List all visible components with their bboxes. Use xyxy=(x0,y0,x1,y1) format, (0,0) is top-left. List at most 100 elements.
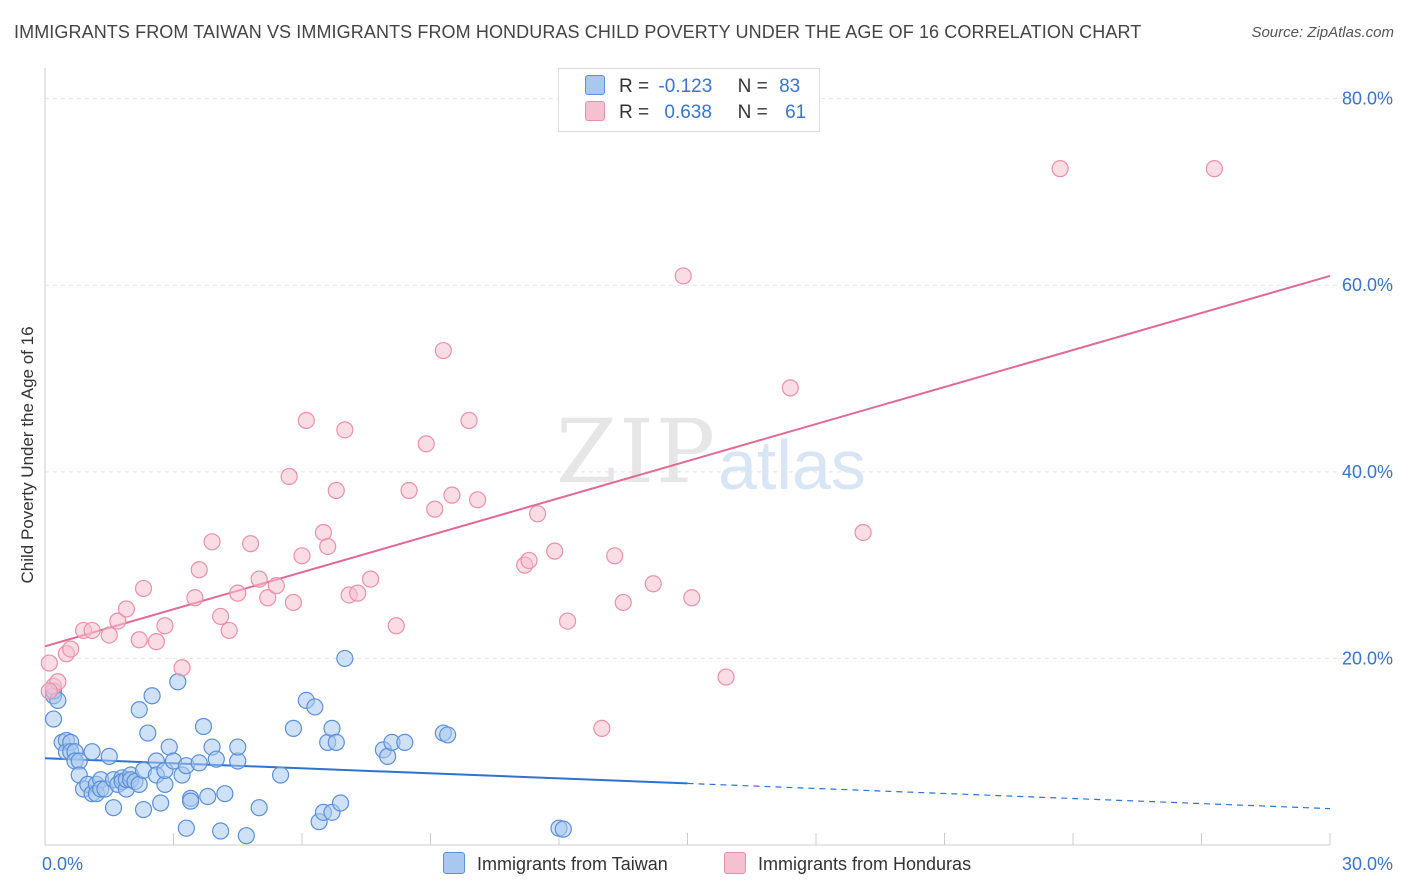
data-point-taiwan xyxy=(130,701,148,719)
correlation-legend: R = -0.123 N = 83 R = 0.638 N = 61 xyxy=(558,68,820,132)
data-point-honduras xyxy=(109,612,127,630)
data-point-honduras xyxy=(83,621,101,640)
legend-n-value: 61 xyxy=(785,102,807,123)
source-label: Source: ZipAtlas.com xyxy=(1251,24,1394,41)
data-point-honduras xyxy=(417,435,435,453)
data-point-taiwan xyxy=(139,724,157,742)
data-point-honduras xyxy=(280,467,298,486)
data-point-taiwan xyxy=(44,710,63,728)
data-point-honduras xyxy=(644,575,662,593)
y-tick-label: 60.0% xyxy=(1342,275,1393,295)
data-point-honduras xyxy=(1205,160,1223,178)
data-point-taiwan xyxy=(250,799,268,817)
data-point-taiwan xyxy=(190,754,208,772)
data-point-taiwan xyxy=(396,733,414,751)
data-point-honduras xyxy=(593,719,611,737)
data-point-honduras xyxy=(614,593,632,612)
y-tick-label: 20.0% xyxy=(1342,648,1393,668)
data-point-taiwan xyxy=(177,819,195,837)
y-tick-label: 80.0% xyxy=(1342,89,1393,109)
data-point-taiwan xyxy=(134,800,153,819)
data-point-honduras xyxy=(683,589,701,607)
legend-swatch-taiwan xyxy=(585,75,605,95)
legend-item-honduras: Immigrants from Honduras xyxy=(724,852,971,875)
data-point-honduras xyxy=(781,379,799,397)
data-point-honduras xyxy=(460,411,478,430)
data-point-taiwan xyxy=(306,698,324,716)
data-point-honduras xyxy=(203,533,221,551)
data-point-honduras xyxy=(546,542,564,560)
legend-swatch-honduras xyxy=(585,101,605,121)
data-point-taiwan xyxy=(100,747,118,765)
data-point-taiwan xyxy=(212,822,230,840)
data-point-honduras xyxy=(1051,160,1069,178)
data-point-honduras xyxy=(327,481,345,500)
data-point-taiwan xyxy=(229,738,247,756)
axes xyxy=(44,68,1331,846)
data-point-honduras xyxy=(443,486,461,504)
points-taiwan xyxy=(44,649,572,845)
legend-r-label: R = xyxy=(619,76,650,97)
data-point-taiwan xyxy=(271,766,290,784)
data-point-taiwan xyxy=(152,794,170,812)
data-point-honduras xyxy=(250,570,268,588)
data-point-honduras xyxy=(186,589,204,607)
data-point-honduras xyxy=(717,668,735,686)
points-honduras xyxy=(40,160,1223,737)
data-point-honduras xyxy=(147,633,165,651)
data-point-taiwan xyxy=(336,649,354,668)
legend-r-value: 0.638 xyxy=(664,102,712,123)
data-point-honduras xyxy=(40,654,58,672)
legend-n-value: 83 xyxy=(779,76,801,97)
data-point-taiwan xyxy=(83,743,101,761)
data-point-taiwan xyxy=(143,687,161,705)
data-point-honduras xyxy=(220,621,238,640)
legend-label-honduras: Immigrants from Honduras xyxy=(758,854,972,874)
data-point-honduras xyxy=(62,640,80,658)
data-point-honduras xyxy=(674,267,692,285)
watermark-atlas: atlas xyxy=(718,426,866,504)
data-point-honduras xyxy=(400,481,418,500)
data-point-taiwan xyxy=(327,733,345,751)
data-point-taiwan xyxy=(194,717,213,736)
data-point-taiwan xyxy=(439,726,457,744)
data-point-honduras xyxy=(854,523,872,542)
data-point-honduras xyxy=(130,631,148,649)
trend-segment-dashed xyxy=(687,782,1331,810)
data-point-taiwan xyxy=(104,799,123,817)
grid-lines xyxy=(45,98,1392,659)
data-point-taiwan xyxy=(207,750,225,768)
data-point-taiwan xyxy=(237,827,255,845)
legend-label-taiwan: Immigrants from Taiwan xyxy=(477,854,668,874)
data-point-taiwan xyxy=(199,787,217,806)
series-legend: Immigrants from Taiwan Immigrants from H… xyxy=(0,852,1406,878)
data-point-honduras xyxy=(134,579,153,598)
data-point-honduras xyxy=(558,612,577,630)
data-point-honduras xyxy=(434,341,452,360)
data-point-honduras xyxy=(426,500,444,518)
data-point-honduras xyxy=(297,411,315,430)
data-point-honduras xyxy=(190,561,208,579)
legend-row-honduras: R = 0.638 N = 61 xyxy=(585,101,806,127)
legend-n-label: N = xyxy=(737,76,768,97)
legend-n-label: N = xyxy=(737,102,768,123)
data-point-honduras xyxy=(361,570,380,588)
data-point-taiwan xyxy=(216,785,234,803)
data-point-honduras xyxy=(293,547,311,565)
x-tick-label: 30.0% xyxy=(1342,854,1393,874)
data-point-honduras xyxy=(606,547,624,565)
data-point-honduras xyxy=(520,551,538,570)
data-point-honduras xyxy=(387,617,405,635)
legend-item-taiwan: Immigrants from Taiwan xyxy=(443,852,668,875)
data-point-honduras xyxy=(267,577,285,595)
data-point-honduras xyxy=(469,491,487,509)
data-point-honduras xyxy=(173,659,191,677)
x-tick-label: 0.0% xyxy=(42,854,83,874)
legend-row-taiwan: R = -0.123 N = 83 xyxy=(585,75,800,101)
data-point-taiwan xyxy=(331,794,350,812)
tick-labels: 20.0% 40.0% 60.0% 80.0% 0.0% 30.0% xyxy=(42,89,1393,874)
data-point-honduras xyxy=(100,626,118,644)
data-point-honduras xyxy=(528,505,547,523)
data-point-honduras xyxy=(117,600,135,618)
